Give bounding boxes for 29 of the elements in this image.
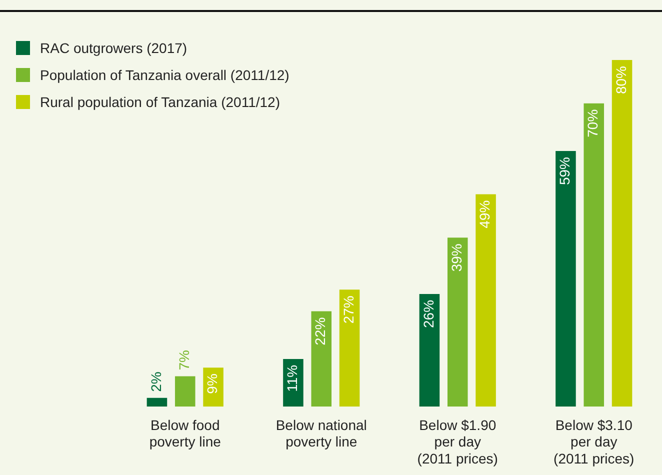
x-tick-label: Below $1.90 per day (2011 prices) bbox=[417, 416, 498, 466]
data-label: 59% bbox=[556, 156, 573, 186]
x-tick-label: Below $3.10 per day (2011 prices) bbox=[554, 416, 634, 466]
bar bbox=[419, 294, 440, 407]
bar bbox=[174, 376, 196, 407]
bar bbox=[311, 311, 332, 407]
legend-label: Population of Tanzania overall (2011/12) bbox=[40, 66, 290, 82]
data-label: 26% bbox=[420, 300, 436, 328]
data-label: 22% bbox=[312, 317, 328, 346]
legend-label: Rural population of Tanzania (2011/12) bbox=[40, 94, 280, 110]
data-label: 2% bbox=[148, 372, 164, 392]
data-label: 49% bbox=[476, 200, 493, 228]
bar bbox=[556, 150, 576, 407]
x-tick-label: Below national poverty line bbox=[276, 416, 367, 450]
data-label: 27% bbox=[340, 296, 356, 324]
bar bbox=[612, 60, 632, 407]
data-label: 39% bbox=[448, 244, 464, 272]
data-label: 80% bbox=[612, 66, 629, 94]
bar bbox=[447, 238, 468, 407]
data-label: 7% bbox=[176, 350, 192, 370]
bar bbox=[339, 290, 360, 407]
x-tick-label: Below food poverty line bbox=[149, 416, 222, 450]
bar bbox=[476, 194, 496, 407]
legend-label: RAC outgrowers (2017) bbox=[40, 40, 188, 56]
bar bbox=[584, 103, 604, 407]
data-label: 70% bbox=[584, 109, 601, 138]
data-label: 9% bbox=[204, 374, 220, 394]
data-label: 11% bbox=[284, 364, 300, 392]
bar bbox=[146, 398, 168, 407]
